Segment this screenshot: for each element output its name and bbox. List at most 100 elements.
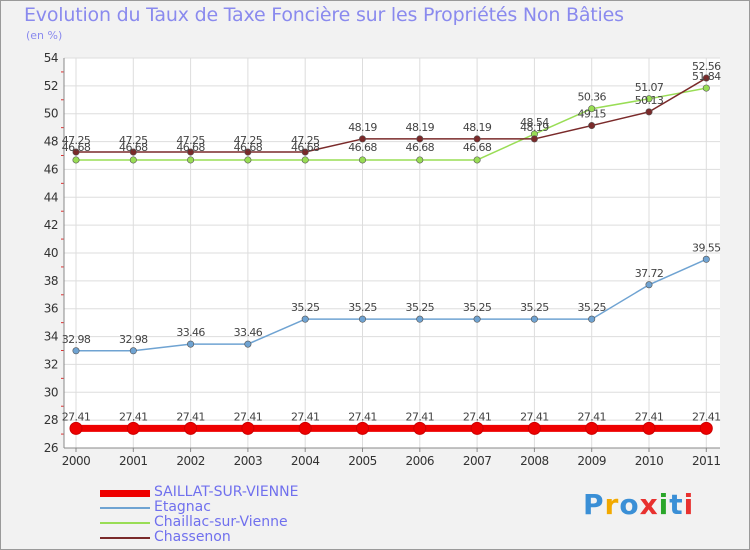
data-label: 49.15 [577, 108, 606, 121]
data-point [702, 74, 710, 82]
y-tick-label: 42 [44, 218, 58, 232]
data-label: 48.19 [348, 121, 377, 134]
data-point [301, 315, 309, 323]
y-tick-label: 32 [44, 357, 58, 371]
data-label: 50.36 [577, 91, 606, 104]
brand-letter: t [669, 488, 684, 521]
data-point [585, 421, 599, 435]
data-point [298, 421, 312, 435]
y-tick-label: 40 [44, 246, 58, 260]
data-point [358, 315, 366, 323]
data-point [69, 421, 83, 435]
data-point [187, 156, 195, 164]
data-point [72, 347, 80, 355]
data-label: 27.41 [577, 410, 606, 423]
legend-item: Chassenon [100, 530, 298, 545]
legend: SAILLAT-SUR-VIENNE Etagnac Chaillac-sur-Vi… [100, 485, 298, 545]
data-point [416, 315, 424, 323]
data-label: 47.25 [291, 134, 320, 147]
data-label: 51.84 [692, 70, 721, 83]
data-label: 27.41 [176, 410, 205, 423]
data-label: 47.25 [234, 134, 263, 147]
data-label: 32.98 [62, 333, 91, 346]
data-label: 51.07 [635, 81, 664, 94]
data-label: 27.41 [635, 410, 664, 423]
y-tick-label: 38 [44, 274, 58, 288]
y-tick-label: 28 [44, 413, 58, 427]
data-point [244, 340, 252, 348]
data-point [645, 95, 653, 103]
legend-label: Chaillac-sur-Vienne [154, 514, 288, 530]
y-tick-label: 50 [44, 107, 58, 121]
y-tick-label: 36 [44, 302, 58, 316]
data-label: 35.25 [291, 301, 320, 314]
brand-letter: x [639, 488, 659, 521]
x-tick-label: 2011 [692, 454, 721, 468]
y-tick-label: 46 [44, 162, 58, 176]
legend-label: SAILLAT-SUR-VIENNE [154, 484, 299, 500]
data-label: 35.25 [577, 301, 606, 314]
data-point [244, 148, 252, 156]
legend-swatch [100, 489, 150, 497]
data-point [530, 315, 538, 323]
brand-letter: o [619, 488, 640, 521]
data-point [301, 156, 309, 164]
data-label: 48.19 [463, 121, 492, 134]
data-label: 47.25 [176, 134, 205, 147]
data-point [241, 421, 255, 435]
data-label: 27.41 [520, 410, 549, 423]
data-point [470, 421, 484, 435]
data-label: 35.25 [348, 301, 377, 314]
y-axis-unit-label: (en %) [26, 29, 63, 42]
x-tick-label: 2007 [463, 454, 492, 468]
data-label: 46.68 [119, 141, 148, 154]
line-chart: 26 28 30 32 34 36 38 40 42 44 46 48 50 52 54 2000 2001 20… [44, 51, 722, 468]
data-point [187, 148, 195, 156]
data-point [413, 421, 427, 435]
data-label: 39.55 [692, 241, 721, 254]
series-line-3 [76, 77, 707, 153]
series-line-2 [76, 87, 707, 161]
data-point [588, 315, 596, 323]
x-tick-label: 2010 [635, 454, 664, 468]
data-point [642, 421, 656, 435]
data-label: 47.25 [119, 134, 148, 147]
data-label: 47.25 [62, 134, 91, 147]
data-point [588, 105, 596, 113]
data-point [645, 108, 653, 116]
legend-swatch [100, 537, 150, 539]
data-label: 48.19 [406, 121, 435, 134]
data-point [702, 84, 710, 92]
x-tick-label: 2001 [119, 454, 148, 468]
x-tick-label: 2009 [577, 454, 606, 468]
data-point [184, 421, 198, 435]
data-point [358, 156, 366, 164]
data-label: 27.41 [234, 410, 263, 423]
y-tick-label: 34 [44, 330, 58, 344]
data-point [129, 347, 137, 355]
data-point [473, 135, 481, 143]
y-tick-label: 52 [44, 79, 58, 93]
x-tick-label: 2005 [348, 454, 377, 468]
y-tick-label: 30 [44, 385, 58, 399]
data-label: 27.41 [119, 410, 148, 423]
data-point [699, 421, 713, 435]
data-point [416, 135, 424, 143]
data-label: 27.41 [348, 410, 377, 423]
data-label: 48.19 [520, 121, 549, 134]
data-point [527, 421, 541, 435]
data-point [358, 135, 366, 143]
data-label: 46.68 [176, 141, 205, 154]
data-label: 46.68 [348, 141, 377, 154]
data-point [126, 421, 140, 435]
legend-swatch [100, 507, 150, 509]
legend-item: SAILLAT-SUR-VIENNE [100, 485, 298, 500]
x-tick-label: 2004 [291, 454, 320, 468]
data-label: 46.68 [234, 141, 263, 154]
x-tick-label: 2002 [176, 454, 205, 468]
y-tick-label: 48 [44, 135, 58, 149]
data-point [72, 148, 80, 156]
data-label: 46.68 [291, 141, 320, 154]
series-line-1 [76, 258, 707, 352]
data-label: 27.41 [62, 410, 91, 423]
